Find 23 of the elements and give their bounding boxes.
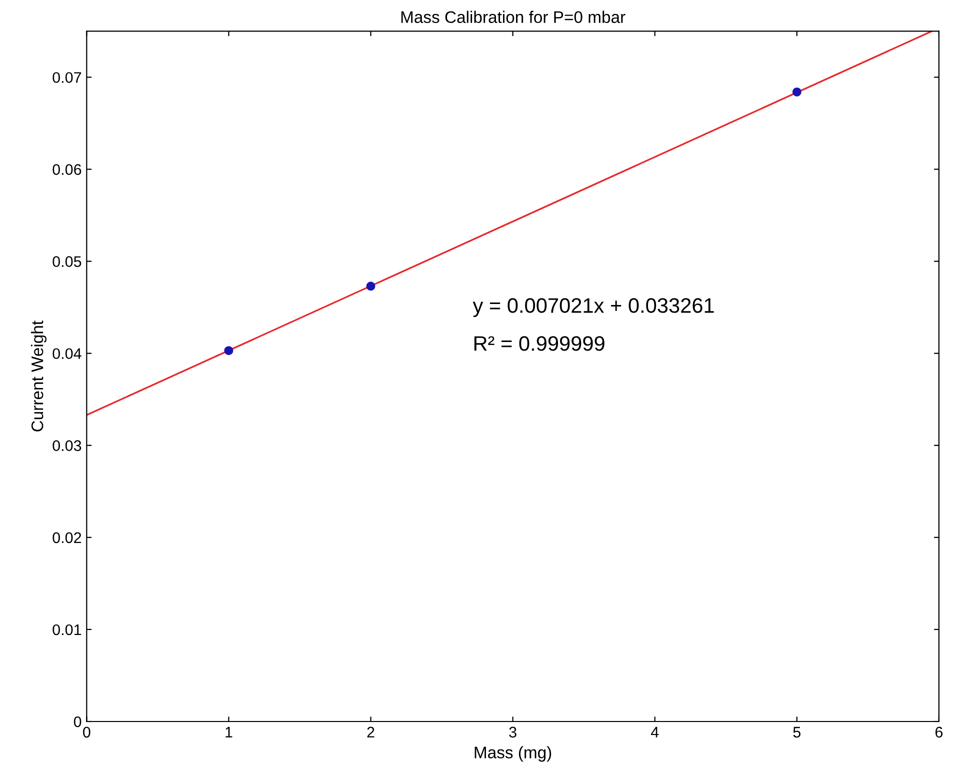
point bbox=[366, 282, 376, 291]
y-tick-label: 0.07 bbox=[52, 72, 82, 83]
x-tick-label: 0 bbox=[83, 726, 90, 738]
point bbox=[224, 346, 234, 356]
y-axis-title: Current Weight bbox=[30, 320, 47, 432]
y-tick-label: 0.05 bbox=[52, 256, 82, 267]
point bbox=[792, 87, 802, 96]
x-tick-label: 6 bbox=[935, 726, 942, 738]
x-tick-label: 4 bbox=[650, 726, 659, 738]
x-tick-label: 1 bbox=[226, 726, 232, 738]
annotation: R² = 0.999999 bbox=[474, 336, 604, 351]
y-tick-label: 0.04 bbox=[52, 348, 82, 360]
annotation: y = 0.007021x + 0.033261 bbox=[472, 298, 714, 318]
x-tick-label: 3 bbox=[509, 726, 516, 738]
y-tick-label: 0 bbox=[74, 716, 82, 728]
x-axis-title: Mass (mg) bbox=[474, 746, 552, 762]
x-tick-label: 5 bbox=[793, 726, 800, 738]
x-tick-label: 2 bbox=[367, 726, 374, 738]
y-tick-label: 0.02 bbox=[52, 532, 82, 544]
y-tick-label: 0.01 bbox=[52, 624, 82, 636]
y-tick-label: 0.03 bbox=[52, 440, 82, 452]
chart-title: Mass Calibration for P=0 mbar bbox=[401, 10, 626, 24]
y-tick-label: 0.06 bbox=[52, 164, 82, 175]
